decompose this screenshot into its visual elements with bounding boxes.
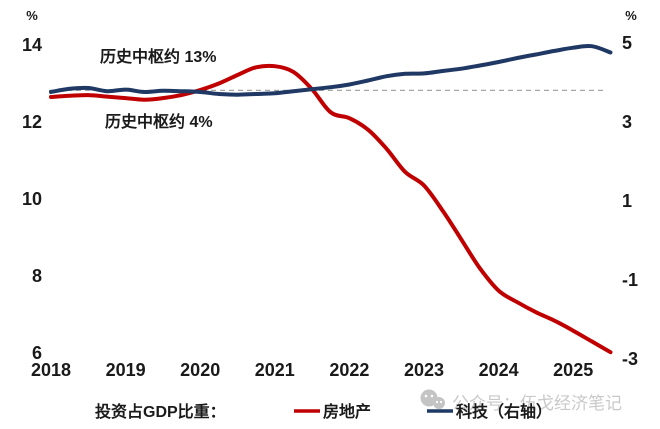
- x-axis-tick-label: 2018: [31, 360, 71, 380]
- left-axis-tick-label: 12: [22, 112, 42, 132]
- series-line-tech: [49, 43, 613, 97]
- right-axis-unit: %: [625, 8, 637, 23]
- x-axis-tick-label: 2023: [404, 360, 444, 380]
- right-axis-ticks: 5 3 1 -1 -3: [622, 33, 638, 369]
- left-axis-ticks: 14 12 10 8 6: [22, 35, 42, 363]
- legend-label-real-estate: 房地产: [323, 402, 371, 421]
- left-axis-tick-label: 8: [32, 266, 42, 286]
- left-axis-unit: %: [26, 8, 38, 23]
- legend-title: 投资占GDP比重：: [95, 402, 226, 421]
- right-axis-tick-label: 3: [622, 112, 632, 132]
- x-axis-tick-label: 2021: [255, 360, 295, 380]
- watermark: 公众号：伍戈经济笔记: [420, 389, 622, 413]
- x-axis-tick-label: 2022: [329, 360, 369, 380]
- wechat-icon: [420, 389, 445, 409]
- annotation-tech-center: 历史中枢约 4%: [105, 112, 213, 131]
- right-axis-tick-label: -1: [622, 270, 638, 290]
- x-axis-tick-label: 2025: [553, 360, 593, 380]
- annotation-real-estate-center: 历史中枢约 13%: [100, 47, 216, 66]
- series-line-real-estate: [49, 63, 613, 355]
- left-axis-tick-label: 6: [32, 343, 42, 363]
- legend: 投资占GDP比重： 房地产 科技（右轴）: [95, 402, 552, 421]
- left-axis-tick-label: 10: [22, 189, 42, 209]
- x-axis-tick-label: 2019: [106, 360, 146, 380]
- x-axis-ticks: 2018 2019 2020 2021 2022 2023 2024 2025: [31, 360, 593, 380]
- x-axis-tick-label: 2024: [479, 360, 519, 380]
- legend-label-tech: 科技（右轴）: [456, 402, 552, 421]
- right-axis-tick-label: -3: [622, 349, 638, 369]
- x-axis-tick-label: 2020: [180, 360, 220, 380]
- left-axis-tick-label: 14: [22, 35, 42, 55]
- right-axis-tick-label: 5: [622, 33, 632, 53]
- watermark-text: 公众号：伍戈经济笔记: [452, 394, 622, 413]
- right-axis-tick-label: 1: [622, 191, 632, 211]
